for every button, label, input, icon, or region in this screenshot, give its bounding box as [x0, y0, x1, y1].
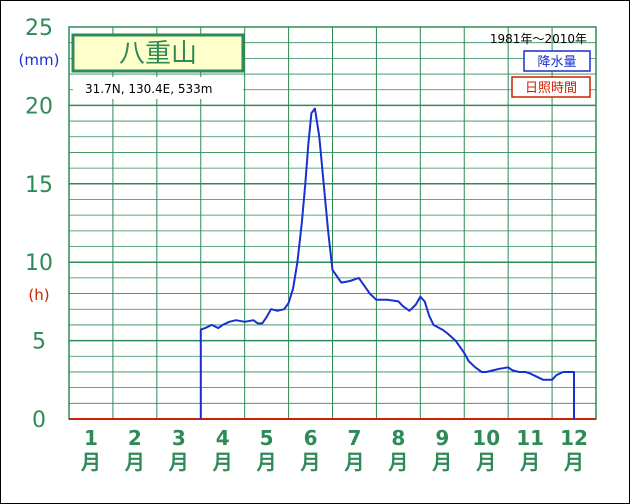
- x-tick-label-number: 7: [347, 426, 361, 450]
- y-tick-label: 15: [25, 173, 53, 198]
- x-tick-label-number: 1: [84, 426, 98, 450]
- legend: 降水量 日照時間: [511, 50, 591, 98]
- x-tick-label-number: 5: [260, 426, 274, 450]
- y-tick-label: 5: [32, 330, 46, 355]
- grid-lines: [69, 27, 596, 419]
- subtitle-bg: [73, 77, 243, 99]
- y-tick-label: 20: [25, 94, 53, 119]
- x-tick-label-unit: 月: [387, 450, 408, 474]
- x-tick-label-number: 12: [560, 426, 588, 450]
- y-tick-labels: 0 5 10 15 20 25: [25, 16, 53, 433]
- y-unit-mm: (mm): [19, 51, 60, 69]
- series-line-precipitation: [199, 107, 575, 419]
- series-layer: [69, 107, 596, 420]
- y-tick-label: 10: [25, 251, 53, 276]
- x-tick-label-number: 6: [304, 426, 318, 450]
- x-tick-label-number: 8: [391, 426, 405, 450]
- x-tick-label-unit: 月: [343, 450, 364, 474]
- x-tick-label-unit: 月: [168, 450, 189, 474]
- x-tick-label-unit: 月: [519, 450, 540, 474]
- x-tick-label-number: 10: [472, 426, 500, 450]
- legend-sunshine-box: [511, 76, 591, 98]
- x-tick-label-unit: 月: [563, 450, 584, 474]
- x-tick-label-number: 2: [128, 426, 142, 450]
- chart-subtitle: 31.7N, 130.4E, 533m: [85, 82, 212, 96]
- x-tick-label-number: 3: [172, 426, 186, 450]
- x-tick-label-number: 9: [435, 426, 449, 450]
- y-unit-h: (h): [28, 286, 49, 304]
- legend-precip-box: [523, 50, 591, 72]
- title-box: [71, 33, 245, 73]
- x-tick-label-unit: 月: [124, 450, 145, 474]
- x-tick-label-number: 4: [216, 426, 230, 450]
- x-tick-label-unit: 月: [300, 450, 321, 474]
- y-tick-label: 25: [25, 16, 53, 41]
- legend-sunshine-label: 日照時間: [525, 81, 577, 96]
- period-label: 1981年～2010年: [490, 32, 587, 46]
- y-tick-label: 0: [32, 408, 46, 433]
- x-tick-label-unit: 月: [431, 450, 452, 474]
- x-tick-label-unit: 月: [475, 450, 496, 474]
- x-tick-label-unit: 月: [80, 450, 101, 474]
- x-tick-label-unit: 月: [212, 450, 233, 474]
- legend-precip-label: 降水量: [537, 55, 576, 70]
- x-tick-label-number: 11: [516, 426, 544, 450]
- x-tick-label-unit: 月: [256, 450, 277, 474]
- chart-title: 八重山: [119, 39, 197, 69]
